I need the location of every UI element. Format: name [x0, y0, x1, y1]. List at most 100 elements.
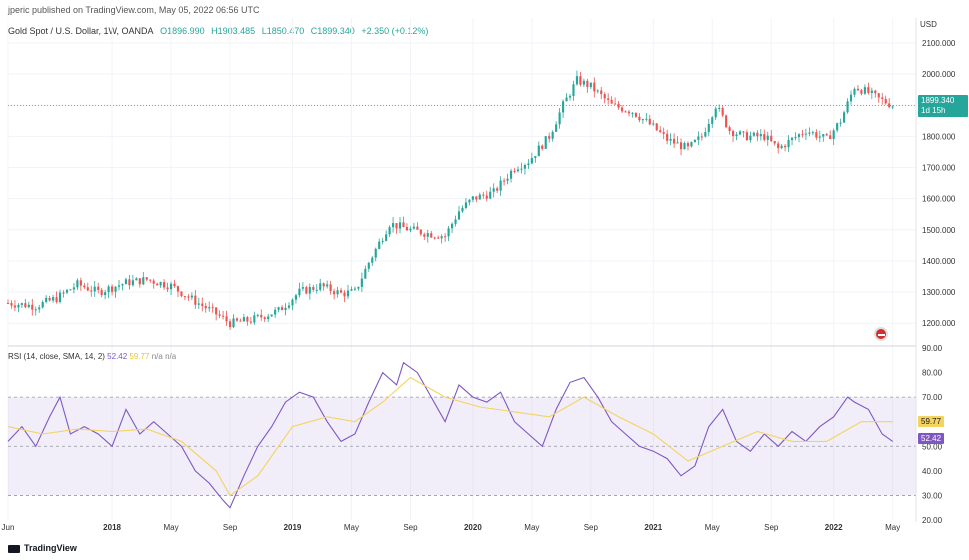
candle-body — [294, 295, 298, 300]
rsi-tick-label: 30.00 — [922, 491, 943, 500]
candle-body — [631, 112, 634, 114]
candle-body — [562, 101, 565, 113]
price-tick-label: 1200.000 — [922, 319, 956, 328]
candle-body — [856, 88, 860, 91]
price-tick-label: 1700.000 — [922, 163, 956, 172]
candle-body — [485, 195, 488, 199]
candle-body — [707, 123, 710, 133]
time-tick-label: 2020 — [464, 523, 482, 532]
candle-body — [392, 223, 395, 228]
candle-body — [284, 307, 287, 311]
candle-body — [860, 90, 863, 94]
candle-body — [10, 303, 13, 306]
candle-body — [735, 134, 738, 137]
candle-body — [114, 286, 117, 292]
candle-body — [232, 318, 235, 328]
close-value: C1899.340 — [310, 26, 355, 36]
candle-body — [24, 303, 27, 308]
candle-body — [697, 136, 700, 140]
rsi-lines — [7, 361, 894, 509]
candle-body — [433, 237, 436, 239]
candle-body — [447, 228, 450, 237]
candle-body — [742, 131, 745, 133]
candle-body — [319, 283, 322, 290]
us-flag-icon[interactable] — [874, 327, 888, 341]
candle-body — [138, 278, 141, 285]
sma-series-line — [7, 376, 893, 497]
symbol-name[interactable]: Gold Spot / U.S. Dollar, 1W, OANDA — [8, 26, 154, 36]
candle-body — [97, 286, 100, 290]
candle-body — [412, 226, 415, 229]
candle-body — [565, 97, 568, 102]
candle-body — [790, 137, 794, 140]
candle-body — [45, 297, 48, 302]
candle-body — [277, 307, 280, 310]
candle-body — [863, 87, 866, 94]
candle-body — [163, 282, 166, 288]
time-tick-label: 2021 — [644, 523, 662, 532]
candle-body — [249, 321, 252, 323]
candle-body — [183, 296, 187, 298]
candle-body — [884, 98, 887, 104]
candle-body — [31, 304, 34, 310]
candle-body — [603, 94, 606, 99]
candle-body — [149, 279, 152, 281]
candle-body — [870, 90, 873, 93]
candle-body — [152, 280, 155, 284]
candle-body — [326, 284, 329, 287]
candle-body — [780, 145, 783, 149]
candle-body — [104, 292, 107, 296]
candle-body — [267, 316, 270, 320]
candle-body — [55, 297, 58, 302]
price-grid — [7, 18, 916, 520]
candle-body — [582, 80, 585, 85]
candle-body — [659, 130, 662, 133]
candle-body — [770, 135, 773, 142]
candle-body — [749, 135, 752, 141]
rsi-band-fill — [8, 397, 916, 496]
candle-body — [308, 286, 311, 294]
candle-body — [700, 136, 703, 138]
candle-body — [124, 279, 128, 285]
candle-body — [843, 112, 846, 123]
tradingview-footer[interactable]: TradingView — [8, 543, 77, 553]
candle-body — [648, 118, 651, 125]
candle-body — [627, 111, 631, 114]
candle-body — [381, 240, 384, 242]
candle-body — [482, 194, 485, 196]
price-tick-label: 1800.000 — [922, 132, 956, 141]
rsi-legend-label[interactable]: RSI (14, close, SMA, 14, 2) — [8, 352, 105, 361]
candle-body — [881, 97, 884, 99]
candle-body — [395, 223, 398, 229]
low-value: L1850.470 — [261, 26, 305, 36]
time-tick-label: 2022 — [825, 523, 843, 532]
candle-body — [520, 168, 523, 170]
candle-body — [704, 132, 707, 137]
candle-body — [187, 296, 190, 298]
time-tick-label: Sep — [223, 523, 238, 532]
candle-body — [20, 303, 23, 305]
candle-body — [350, 289, 353, 291]
candle-body — [159, 282, 162, 286]
candle-body — [305, 287, 308, 294]
time-tick-label: May — [705, 523, 720, 532]
candle-body — [731, 131, 735, 137]
candle-body — [388, 227, 391, 235]
candle-body — [69, 289, 72, 291]
candle-body — [13, 305, 17, 308]
candle-body — [111, 286, 114, 292]
candle-body — [718, 107, 721, 109]
candle-body — [180, 291, 183, 297]
tradingview-brand: TradingView — [24, 543, 77, 553]
currency-label[interactable]: USD — [920, 20, 937, 29]
na-value-1: n/a — [151, 352, 163, 361]
candle-body — [201, 303, 204, 306]
candle-body — [169, 283, 173, 290]
candle-body — [225, 316, 228, 322]
candle-body — [242, 317, 245, 322]
candle-body — [90, 290, 93, 292]
candle-body — [298, 288, 301, 296]
candle-body — [527, 163, 530, 166]
candle-body — [530, 158, 533, 164]
